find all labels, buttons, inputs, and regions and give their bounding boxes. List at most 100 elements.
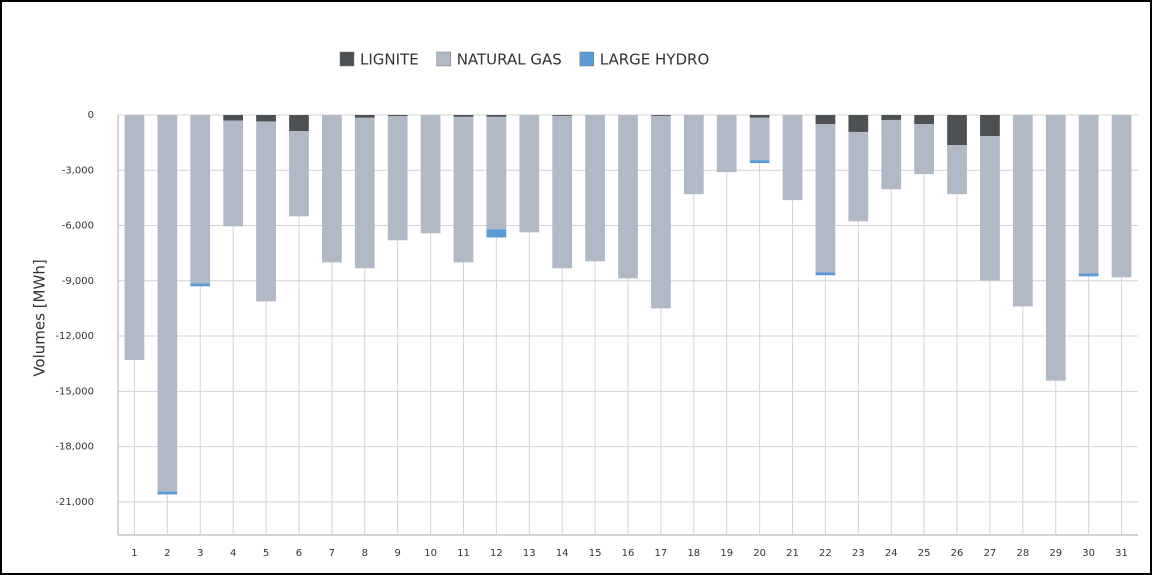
bar-segment (618, 115, 638, 279)
bar-segment (552, 115, 573, 116)
bar-segment (848, 131, 869, 222)
bar-segment (354, 115, 375, 118)
bar-segment (881, 115, 902, 120)
bar-segment (1111, 115, 1132, 278)
bar-segment (124, 115, 145, 360)
x-tick-label: 29 (1049, 548, 1062, 559)
bar-segment (947, 115, 967, 146)
x-tick-label: 16 (622, 548, 635, 559)
bar-segment (190, 115, 211, 284)
bar-segment (980, 115, 1000, 136)
x-tick-label: 20 (753, 548, 766, 559)
bar-segment (157, 115, 178, 492)
bar-segment (749, 160, 770, 164)
bar-segment (223, 115, 244, 121)
x-tick-label: 24 (885, 548, 898, 559)
bar-segment (1012, 115, 1033, 307)
x-tick-label: 23 (852, 548, 865, 559)
bar-segment (683, 115, 704, 195)
x-tick-label: 13 (523, 548, 536, 559)
x-tick-label: 2 (164, 548, 170, 559)
x-tick-label: 17 (655, 548, 668, 559)
bar-segment (980, 136, 1000, 281)
bar-segment (749, 117, 770, 161)
legend-label: LARGE HYDRO (600, 51, 709, 69)
x-tick-label: 12 (490, 548, 503, 559)
bar-segment (815, 124, 836, 273)
x-tick-label: 3 (197, 548, 203, 559)
x-tick-label: 25 (918, 548, 931, 559)
x-tick-label: 1 (131, 548, 137, 559)
y-tick-label: -21,000 (55, 497, 94, 508)
bar-segment (651, 115, 671, 309)
legend-label: NATURAL GAS (457, 51, 562, 69)
bar-segment (289, 131, 309, 217)
bar-segment (749, 115, 770, 118)
bar-segment (354, 117, 375, 269)
x-tick-label: 7 (329, 548, 335, 559)
bar-segment (914, 115, 934, 125)
x-tick-label: 22 (819, 548, 832, 559)
bar-segment (914, 124, 934, 175)
y-tick-label: -3,000 (62, 165, 94, 176)
bar-segment (322, 115, 342, 263)
x-tick-label: 28 (1016, 548, 1029, 559)
x-tick-label: 31 (1115, 548, 1128, 559)
x-tick-label: 9 (394, 548, 400, 559)
bar-segment (716, 115, 737, 173)
y-tick-label: 0 (88, 110, 94, 121)
bar-segment (223, 120, 244, 227)
bar-segment (782, 115, 803, 201)
bar-segment (453, 115, 474, 117)
legend-swatch (436, 51, 451, 67)
y-tick-label: -15,000 (55, 386, 94, 397)
bar-segment (256, 121, 276, 302)
bar-segment (486, 229, 507, 238)
bar-segment (256, 115, 276, 122)
x-tick-label: 26 (951, 548, 964, 559)
x-tick-label: 8 (362, 548, 368, 559)
bar-segment (190, 283, 211, 287)
bar-segment (453, 116, 474, 263)
x-tick-label: 21 (786, 548, 799, 559)
legend-swatch (579, 51, 595, 67)
bar-segment (387, 115, 408, 117)
bar-segment (585, 115, 605, 262)
bar-segment (881, 119, 902, 190)
x-tick-label: 6 (296, 548, 302, 559)
bar-segment (420, 115, 441, 234)
x-tick-label: 5 (263, 548, 269, 559)
y-tick-label: -9,000 (62, 276, 94, 287)
bar-segment (848, 115, 869, 132)
x-tick-label: 30 (1082, 548, 1095, 559)
bar-segment (1078, 115, 1099, 274)
bar-segment (1045, 115, 1066, 381)
bar-segment (387, 116, 408, 241)
bar-segment (651, 115, 671, 116)
x-tick-label: 14 (556, 548, 569, 559)
y-axis-label: Volumes [MWh] (31, 259, 49, 376)
x-tick-label: 10 (424, 548, 437, 559)
x-tick-label: 18 (687, 548, 700, 559)
bar-segment (815, 115, 836, 125)
x-tick-label: 15 (589, 548, 602, 559)
x-tick-label: 11 (457, 548, 470, 559)
bar-segment (519, 115, 540, 233)
bar-segment (947, 145, 967, 195)
x-tick-label: 4 (230, 548, 236, 559)
y-tick-label: -12,000 (55, 331, 94, 342)
bar-segment (552, 115, 573, 269)
legend-label: LIGNITE (360, 51, 419, 69)
bar-segment (289, 115, 309, 132)
bar-segment (815, 272, 836, 276)
bar-segment (1078, 273, 1099, 277)
y-tick-label: -18,000 (55, 442, 94, 453)
x-tick-label: 19 (720, 548, 733, 559)
legend-swatch (339, 51, 355, 67)
y-tick-label: -6,000 (62, 221, 94, 232)
bar-segment (157, 491, 178, 495)
bar-segment (486, 116, 507, 230)
bar-segment (486, 115, 507, 117)
